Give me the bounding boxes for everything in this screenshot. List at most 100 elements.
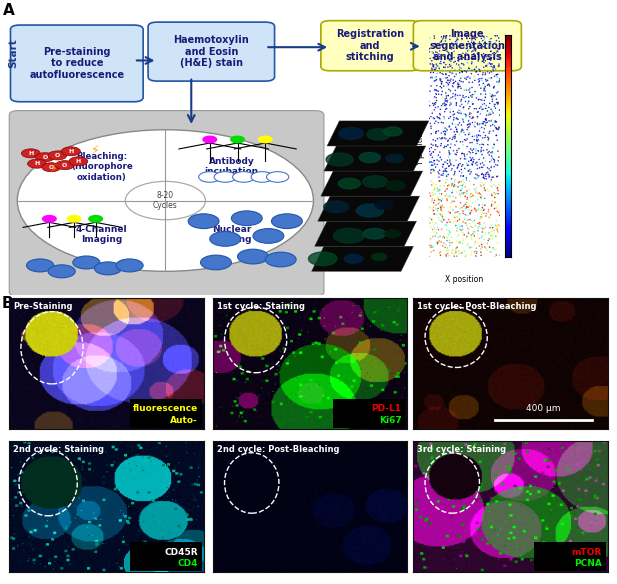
Point <box>429 32 439 41</box>
Point <box>441 158 451 167</box>
Point <box>481 169 491 179</box>
Point <box>435 181 445 190</box>
Point <box>431 85 441 95</box>
Point <box>473 173 483 182</box>
Point <box>484 128 494 138</box>
Point <box>464 78 474 87</box>
Point <box>431 40 441 49</box>
Point <box>449 43 458 52</box>
Point <box>474 221 484 231</box>
Point <box>445 143 455 152</box>
Point <box>485 35 495 44</box>
Point <box>486 37 496 46</box>
Point <box>458 239 468 248</box>
Point <box>473 195 482 204</box>
Point <box>487 154 497 163</box>
Point <box>477 140 487 149</box>
Point <box>443 140 453 150</box>
Point <box>454 109 464 118</box>
Point <box>463 228 473 237</box>
Point <box>431 180 441 189</box>
Point <box>441 243 450 252</box>
Point <box>431 230 441 239</box>
Point <box>456 107 466 117</box>
Point <box>467 54 477 64</box>
Point <box>451 248 461 257</box>
Point <box>441 91 451 100</box>
Point <box>492 207 502 216</box>
Point <box>449 192 458 201</box>
Point <box>435 185 445 194</box>
Point <box>462 125 472 134</box>
Point <box>482 32 492 41</box>
Point <box>494 156 503 165</box>
Point <box>433 193 443 203</box>
Point <box>486 230 496 239</box>
Point <box>469 144 479 154</box>
Polygon shape <box>315 221 416 246</box>
Point <box>474 37 484 47</box>
Point <box>439 101 449 110</box>
Point <box>495 110 505 120</box>
Point <box>459 109 469 119</box>
Point <box>463 120 473 129</box>
Point <box>462 34 472 43</box>
Point <box>457 248 467 258</box>
Point <box>440 99 450 109</box>
Point <box>479 225 489 234</box>
Point <box>441 96 450 106</box>
Text: 1st cycle: Post-Bleaching: 1st cycle: Post-Bleaching <box>417 302 537 311</box>
Point <box>479 183 489 193</box>
Point <box>480 242 490 252</box>
Point <box>438 171 448 180</box>
Point <box>471 187 481 197</box>
Point <box>465 218 474 228</box>
Point <box>439 58 449 67</box>
Point <box>479 84 489 93</box>
Point <box>472 218 482 228</box>
Point <box>487 59 497 68</box>
Point <box>432 48 442 57</box>
Point <box>457 185 466 194</box>
Point <box>480 80 490 89</box>
Point <box>449 127 459 137</box>
Text: CD4: CD4 <box>177 559 198 568</box>
Point <box>445 100 455 110</box>
Point <box>426 124 436 133</box>
Point <box>442 225 452 235</box>
Point <box>457 34 467 44</box>
Polygon shape <box>324 146 426 171</box>
Point <box>465 84 475 93</box>
Point <box>484 172 494 182</box>
Point <box>442 100 452 109</box>
Point <box>447 186 457 195</box>
Point <box>462 193 472 202</box>
Point <box>467 242 477 252</box>
Circle shape <box>89 215 102 222</box>
Point <box>466 69 476 78</box>
Point <box>442 232 452 241</box>
Point <box>458 190 468 199</box>
Point <box>479 33 489 42</box>
Point <box>448 69 458 78</box>
Point <box>489 121 499 131</box>
Point <box>428 113 438 123</box>
Point <box>442 195 452 204</box>
Point <box>484 171 494 180</box>
Point <box>482 104 492 113</box>
Point <box>490 71 500 81</box>
Point <box>447 179 457 189</box>
Point <box>425 59 435 68</box>
Point <box>494 123 504 132</box>
Point <box>460 210 470 220</box>
Point <box>432 86 442 95</box>
Point <box>449 113 459 122</box>
Point <box>460 214 470 224</box>
Point <box>479 49 489 58</box>
Point <box>449 115 458 124</box>
Point <box>456 64 466 73</box>
Point <box>453 230 463 239</box>
Circle shape <box>366 129 391 140</box>
Point <box>441 88 450 98</box>
Point <box>486 105 496 114</box>
